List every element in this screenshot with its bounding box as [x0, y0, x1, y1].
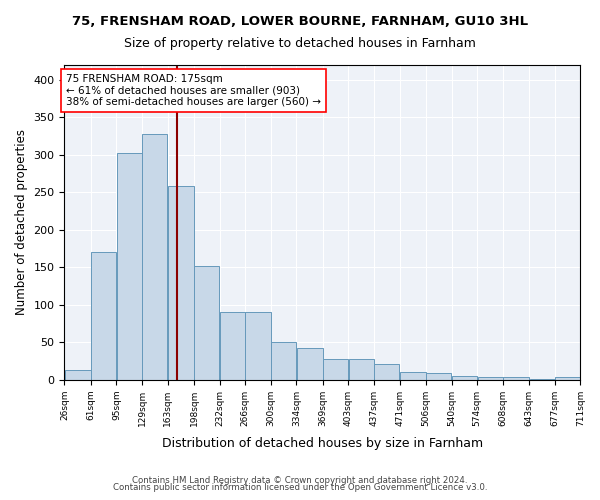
Bar — [349, 359, 374, 380]
Bar — [478, 377, 503, 380]
Text: Contains public sector information licensed under the Open Government Licence v3: Contains public sector information licen… — [113, 484, 487, 492]
Bar — [400, 372, 426, 380]
Bar — [297, 348, 323, 380]
Bar — [116, 154, 142, 380]
Bar — [427, 373, 451, 380]
Y-axis label: Number of detached properties: Number of detached properties — [15, 130, 28, 316]
Text: Size of property relative to detached houses in Farnham: Size of property relative to detached ho… — [124, 38, 476, 51]
Text: 75, FRENSHAM ROAD, LOWER BOURNE, FARNHAM, GU10 3HL: 75, FRENSHAM ROAD, LOWER BOURNE, FARNHAM… — [72, 15, 528, 28]
Bar — [452, 376, 477, 380]
Bar — [220, 312, 245, 380]
X-axis label: Distribution of detached houses by size in Farnham: Distribution of detached houses by size … — [162, 437, 483, 450]
Bar — [168, 186, 194, 380]
Bar — [142, 134, 167, 380]
Bar — [530, 379, 554, 380]
Bar — [271, 342, 296, 380]
Bar — [555, 377, 580, 380]
Bar — [65, 370, 91, 380]
Bar — [194, 266, 220, 380]
Bar — [91, 252, 116, 380]
Bar — [374, 364, 400, 380]
Bar — [503, 377, 529, 380]
Bar — [323, 359, 348, 380]
Text: 75 FRENSHAM ROAD: 175sqm
← 61% of detached houses are smaller (903)
38% of semi-: 75 FRENSHAM ROAD: 175sqm ← 61% of detach… — [66, 74, 321, 107]
Text: Contains HM Land Registry data © Crown copyright and database right 2024.: Contains HM Land Registry data © Crown c… — [132, 476, 468, 485]
Bar — [245, 312, 271, 380]
